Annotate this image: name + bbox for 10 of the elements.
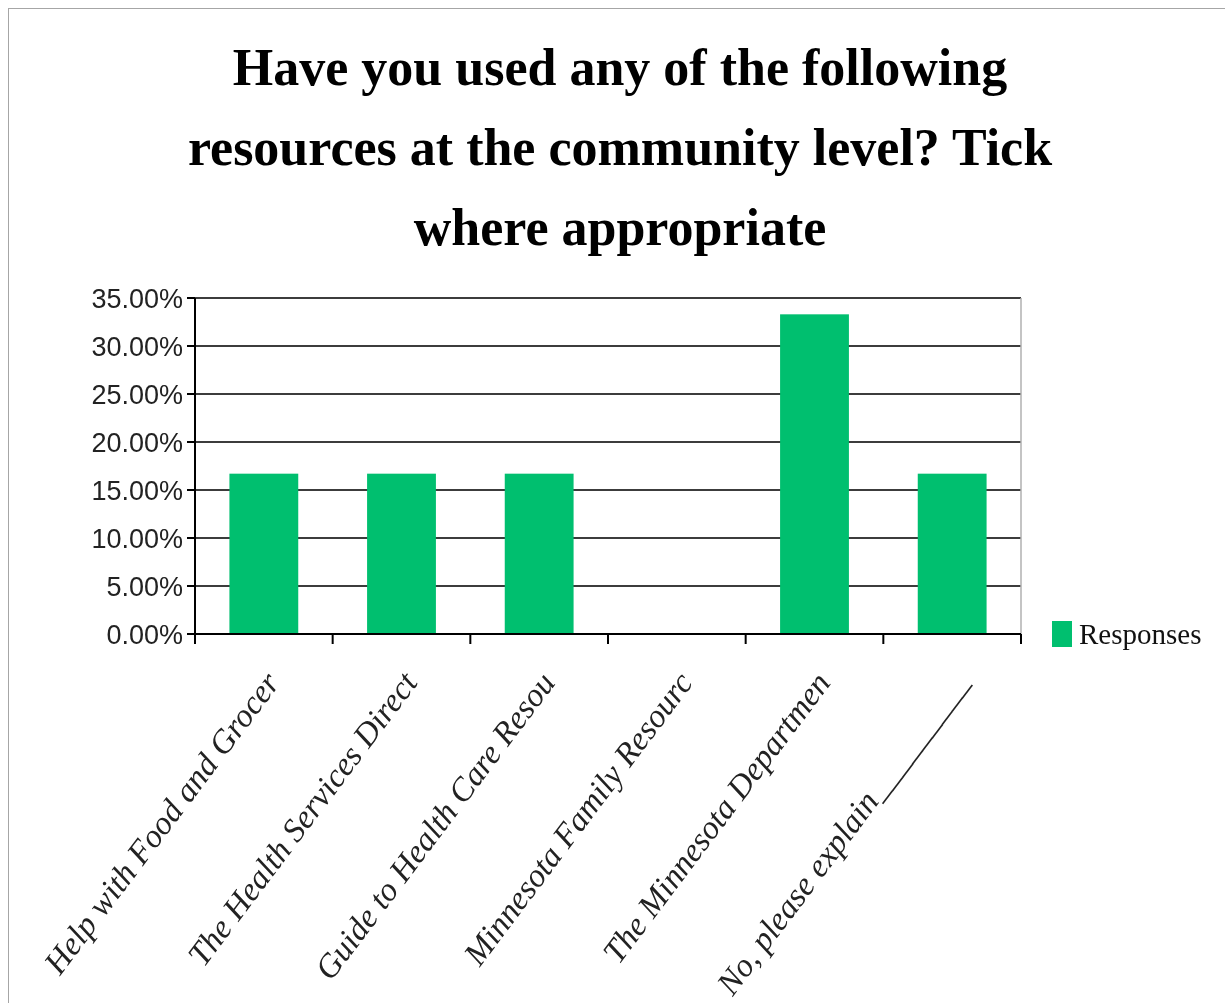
legend-label: Responses: [1079, 618, 1202, 651]
y-tick-label: 35.00%: [91, 283, 183, 314]
y-tick-label: 15.00%: [91, 475, 183, 506]
y-tick-label: 5.00%: [106, 571, 183, 602]
y-tick-label: 25.00%: [91, 379, 183, 410]
y-tick-label: 20.00%: [91, 427, 183, 458]
y-tick-label: 30.00%: [91, 331, 183, 362]
y-tick-label: 10.00%: [91, 523, 183, 554]
chart-title: Have you used any of the following resources at the community level? Tick where appropriate: [187, 39, 1053, 256]
y-tick-label: 0.00%: [106, 619, 183, 650]
